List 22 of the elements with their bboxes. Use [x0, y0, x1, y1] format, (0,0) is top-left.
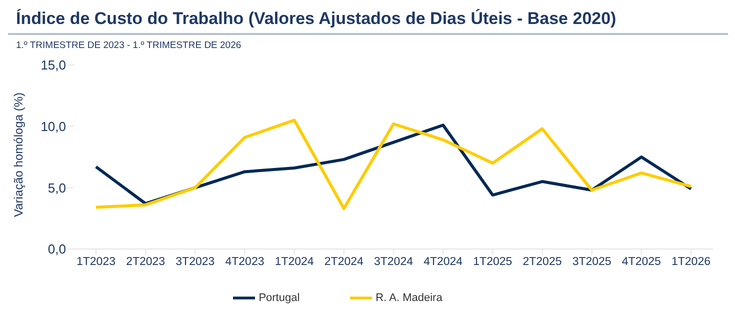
- x-tick-label: 1T2026: [671, 256, 711, 268]
- y-tick-label: 0,0: [48, 242, 66, 257]
- x-tick-label: 1T2025: [473, 256, 512, 268]
- legend-label: Portugal: [258, 292, 300, 304]
- x-tick-label: 2T2023: [126, 256, 166, 268]
- x-tick-label: 2T2024: [324, 256, 364, 268]
- y-axis-title: Variação homóloga (%): [11, 92, 26, 217]
- x-tick-label: 4T2023: [225, 256, 264, 268]
- y-tick-label: 5,0: [48, 180, 66, 196]
- x-tick-label: 3T2023: [176, 256, 215, 268]
- x-tick-label: 1T2023: [76, 256, 116, 268]
- y-tick-label: 10,0: [40, 118, 66, 134]
- y-tick-label: 15,0: [40, 58, 66, 73]
- x-tick-label: 3T2024: [374, 256, 414, 268]
- x-tick-label: 1T2024: [274, 256, 314, 268]
- x-tick-label: 4T2025: [622, 256, 661, 268]
- legend-label: R. A. Madeira: [376, 292, 442, 304]
- x-tick-label: 2T2025: [522, 256, 562, 268]
- chart-title: Índice de Custo do Trabalho (Valores Ajustados de Dias Úteis - Base 2020): [8, 8, 728, 35]
- x-tick-label: 3T2025: [572, 256, 612, 268]
- chart-subtitle: 1.º TRIMESTRE DE 2023 - 1.º TRIMESTRE DE 2026: [15, 39, 242, 51]
- x-tick-label: 4T2024: [424, 256, 464, 268]
